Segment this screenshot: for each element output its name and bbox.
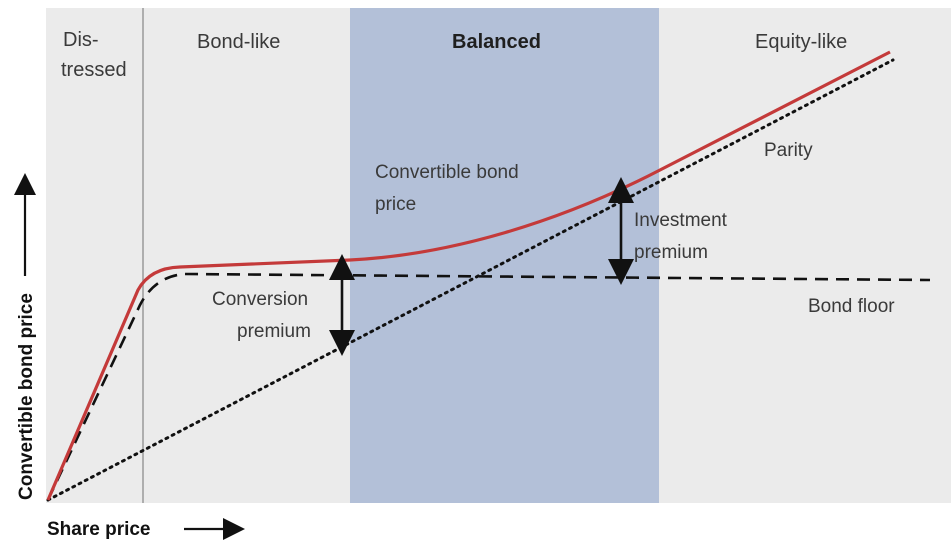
parity-line [46, 58, 895, 502]
y-axis-label-group: Convertible bond price [14, 173, 37, 500]
region-label-distressed-2: tressed [61, 59, 127, 81]
region-label-equity-like: Equity-like [755, 31, 847, 53]
investment-premium-label-2: premium [634, 242, 708, 263]
convertible-bond-price-label-2: price [375, 194, 416, 215]
region-label-distressed-1: Dis- [63, 29, 99, 51]
parity-label: Parity [764, 140, 813, 161]
bond-floor-label: Bond floor [808, 296, 895, 317]
investment-premium-label-1: Investment [634, 210, 728, 231]
convertible-bond-price-label-1: Convertible bond [375, 162, 519, 183]
convertible-bond-price-curve [46, 50, 891, 501]
region-label-balanced: Balanced [452, 31, 541, 53]
bond-floor-line [46, 272, 931, 501]
conversion-premium-label-2: premium [237, 321, 311, 342]
y-axis-label: Convertible bond price [16, 293, 37, 500]
region-label-bond-like: Bond-like [197, 31, 280, 53]
conversion-premium-label-1: Conversion [212, 289, 308, 310]
x-axis-label: Share price [47, 519, 151, 540]
